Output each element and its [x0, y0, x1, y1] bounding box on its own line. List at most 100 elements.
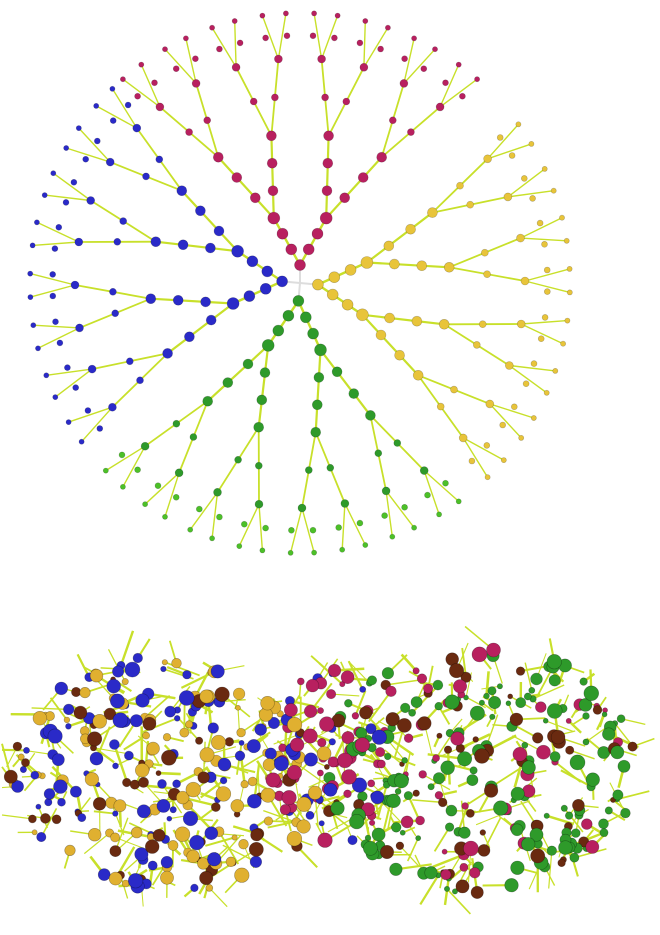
atom: [469, 867, 481, 879]
atom: [214, 686, 230, 702]
atom: [294, 259, 306, 271]
atom: [516, 233, 525, 243]
atom: [31, 829, 38, 836]
bond: [485, 671, 490, 697]
bond: [297, 299, 322, 352]
atom: [415, 815, 425, 826]
atom: [610, 745, 625, 760]
bond: [519, 237, 568, 242]
atom: [536, 219, 544, 227]
atom: [455, 61, 462, 68]
bond: [524, 662, 533, 691]
atom: [288, 526, 295, 534]
atom: [162, 733, 172, 742]
atom: [70, 785, 82, 798]
atom: [469, 705, 485, 721]
atom: [504, 878, 519, 893]
bond: [149, 297, 235, 305]
bond: [462, 437, 489, 478]
atom: [267, 211, 281, 225]
atom: [112, 762, 119, 770]
atom: [142, 731, 150, 740]
bond: [520, 323, 564, 345]
atom: [569, 852, 580, 863]
bond: [489, 403, 535, 419]
atom: [582, 738, 590, 746]
atom: [192, 55, 199, 63]
bond: [122, 78, 161, 108]
atom: [32, 710, 48, 726]
atom: [343, 789, 352, 799]
atom: [445, 822, 455, 832]
atom: [400, 815, 414, 829]
atom: [604, 806, 613, 815]
atom: [97, 868, 111, 881]
atom: [304, 466, 313, 474]
atom: [493, 800, 509, 816]
atom: [445, 804, 458, 817]
bond: [256, 760, 270, 779]
atom: [246, 739, 261, 754]
atom: [49, 271, 57, 278]
atom: [172, 493, 180, 501]
atom: [309, 32, 317, 40]
atom: [515, 666, 526, 676]
bond: [93, 810, 116, 815]
atom: [267, 185, 279, 196]
atom: [283, 32, 291, 40]
atom: [126, 357, 134, 366]
atom: [286, 831, 303, 847]
atom: [458, 433, 468, 443]
atom: [326, 689, 337, 700]
atom: [356, 519, 364, 527]
atom: [260, 787, 276, 803]
atom: [271, 93, 279, 102]
atom: [521, 837, 536, 852]
atom: [507, 693, 514, 700]
atom: [122, 777, 132, 788]
atom: [441, 848, 448, 855]
atom: [124, 101, 132, 109]
atom: [438, 318, 450, 330]
atom: [205, 314, 217, 326]
atom: [528, 140, 535, 147]
atom: [341, 298, 354, 311]
bond: [93, 747, 127, 755]
atom: [365, 723, 377, 735]
bond: [524, 280, 571, 294]
atom: [274, 54, 283, 64]
atom: [326, 288, 339, 301]
atom: [249, 855, 262, 868]
atom: [341, 769, 357, 785]
atom: [450, 385, 458, 394]
atom: [27, 294, 34, 300]
atom: [302, 728, 318, 744]
atom: [499, 421, 507, 429]
atom: [84, 407, 92, 414]
atom: [356, 39, 364, 47]
atom: [423, 683, 434, 694]
atom: [182, 670, 192, 680]
bond: [189, 491, 219, 531]
atom: [483, 692, 490, 700]
atom: [394, 788, 402, 795]
bond: [80, 406, 114, 443]
atom: [132, 123, 142, 133]
atom: [520, 276, 530, 286]
atom: [510, 823, 524, 837]
atom: [322, 157, 334, 169]
atom: [319, 716, 335, 732]
atom: [146, 741, 160, 756]
atom: [199, 870, 214, 885]
atom: [541, 241, 548, 248]
atom: [620, 807, 631, 819]
atom: [199, 747, 215, 763]
atom: [309, 526, 317, 534]
atom: [601, 711, 608, 718]
bond: [403, 48, 436, 85]
atom: [174, 468, 184, 478]
atom: [465, 808, 475, 818]
atom: [550, 729, 566, 745]
atom: [418, 770, 427, 779]
atom: [30, 322, 37, 329]
